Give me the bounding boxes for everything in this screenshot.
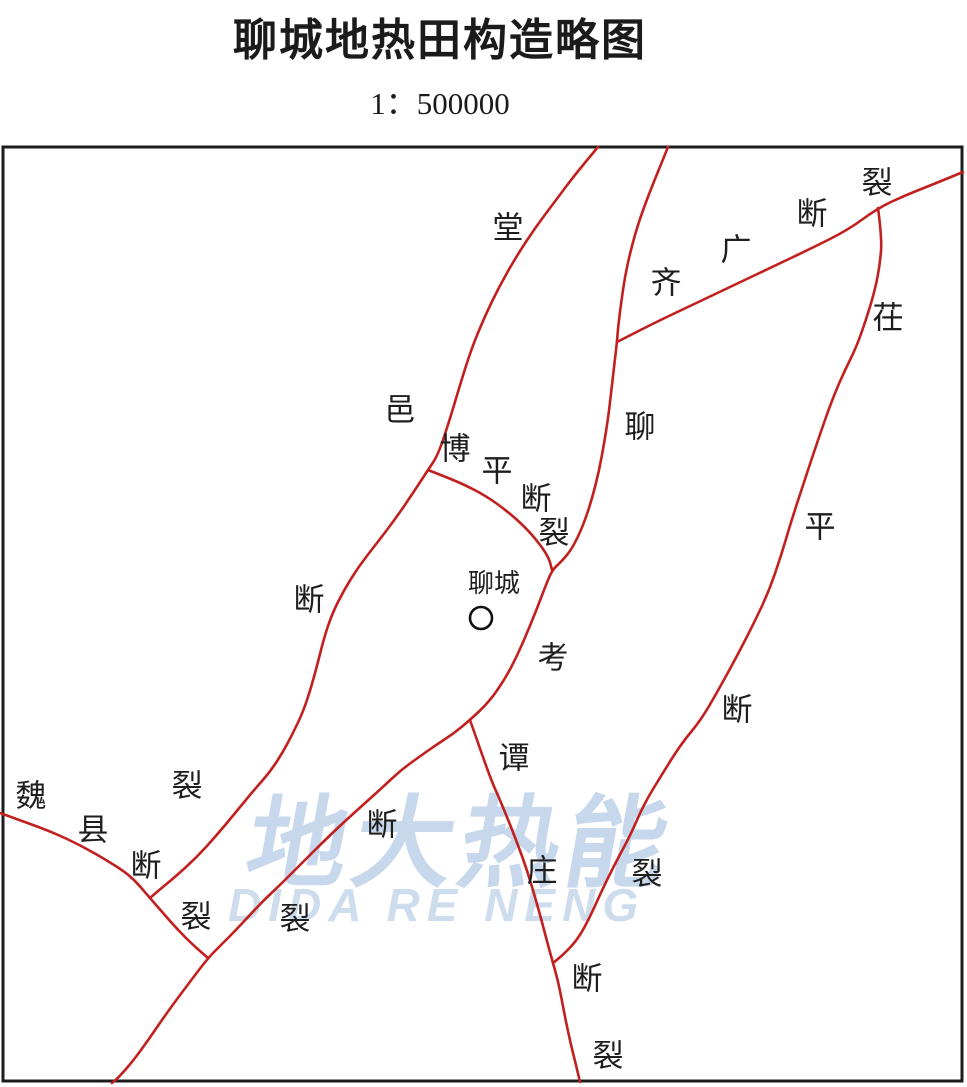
tanzhuang-fault-label: 断 — [572, 962, 603, 997]
liaokao-fault-label: 裂 — [280, 902, 311, 937]
tangyi-fault-label: 断 — [294, 583, 325, 618]
tangyi-fault-label: 邑 — [385, 393, 416, 428]
city-marker — [468, 605, 494, 631]
city-label: 聊城 — [468, 569, 520, 598]
liaokao-fault-line — [110, 145, 670, 1085]
tanzhuang-fault-label: 谭 — [499, 741, 530, 776]
fault-lines-group — [0, 145, 965, 1085]
ciping-fault-label: 茌 — [873, 301, 904, 336]
tangyi-fault-label: 裂 — [172, 769, 203, 804]
tanzhuang-fault-line — [468, 718, 582, 1084]
qiguang-fault-label: 裂 — [862, 166, 893, 201]
ciping-fault-label: 断 — [722, 693, 753, 728]
liaokao-fault-label: 考 — [538, 641, 569, 676]
tangyi-fault-line — [148, 145, 600, 900]
boping-fault-label: 博 — [440, 432, 471, 467]
tanzhuang-fault-label: 庄 — [527, 854, 558, 889]
boping-fault-line — [426, 468, 554, 572]
weixian-fault-label: 断 — [131, 849, 162, 884]
watermark-en: DIDA RE NENG — [228, 879, 646, 931]
qiguang-fault-line — [615, 170, 965, 344]
ciping-fault-label: 裂 — [632, 857, 663, 892]
liaokao-fault-label: 断 — [367, 808, 398, 843]
ciping-fault-label: 平 — [805, 510, 836, 545]
city-group: 聊城 — [468, 569, 520, 631]
qiguang-fault-label: 断 — [797, 197, 828, 232]
weixian-fault-line — [0, 811, 210, 960]
tanzhuang-fault-label: 裂 — [593, 1039, 624, 1074]
weixian-fault-label: 魏 — [16, 779, 47, 814]
liaokao-fault-label: 聊 — [625, 410, 656, 445]
ciping-fault-line — [551, 206, 883, 965]
boping-fault-label: 断 — [521, 482, 552, 517]
weixian-fault-label: 裂 — [181, 900, 212, 935]
tangyi-fault-label: 堂 — [493, 211, 524, 246]
qiguang-fault-label: 广 — [721, 233, 752, 268]
weixian-fault-label: 县 — [78, 813, 109, 848]
page-title: 聊城地热田构造略图 — [233, 16, 647, 65]
qiguang-fault-label: 齐 — [651, 266, 682, 301]
map-frame — [1, 145, 964, 1083]
map-scale-text: 1：500000 — [370, 86, 510, 121]
boping-fault-label: 裂 — [539, 516, 570, 551]
boping-fault-label: 平 — [482, 454, 513, 489]
